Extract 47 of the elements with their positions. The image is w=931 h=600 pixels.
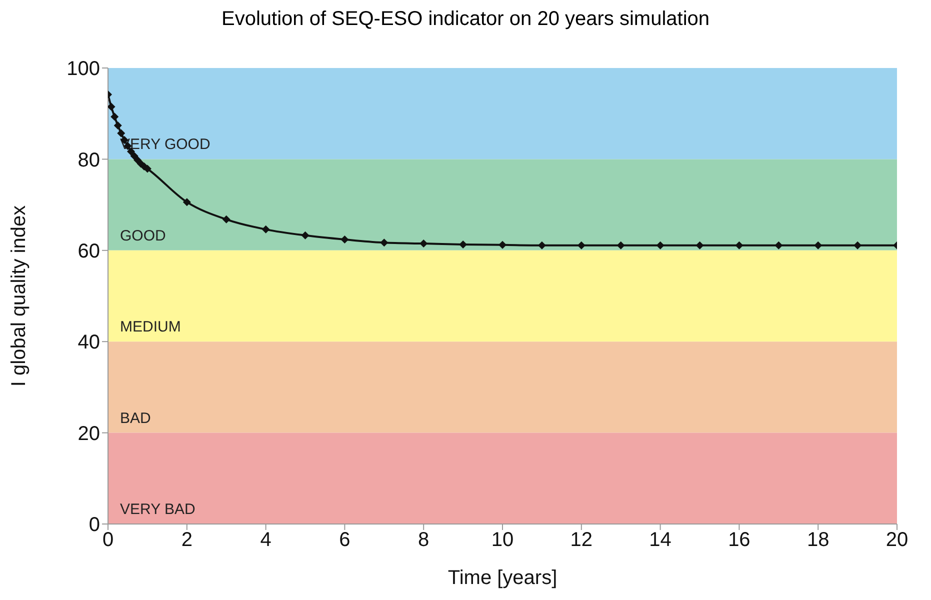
point: [656, 241, 664, 250]
x-tick-label: 16: [728, 529, 750, 552]
point: [459, 240, 468, 248]
y-tick-label: 60: [78, 240, 100, 262]
band-label: VERY BAD: [120, 501, 196, 518]
point: [814, 241, 822, 250]
point: [498, 240, 506, 249]
x-tick-label: 4: [260, 529, 272, 552]
band-label: GOOD: [120, 227, 166, 244]
point: [117, 129, 126, 138]
point: [577, 241, 586, 250]
x-tick-label: 14: [649, 529, 672, 552]
band-label: MEDIUM: [120, 318, 181, 336]
x-tick-label: 18: [806, 529, 830, 552]
chart-title: Evolution of SEQ-ESO indicator on 20 years simulation: [220, 8, 711, 32]
x-axis-title: Time [years]: [448, 567, 558, 589]
point: [114, 121, 122, 130]
point: [340, 235, 349, 244]
x-tick-label: 20: [886, 529, 908, 552]
y-axis-title: I global quality index: [8, 205, 30, 387]
point: [182, 198, 191, 206]
point: [130, 152, 138, 160]
x-tick-label: 12: [570, 529, 593, 552]
point: [222, 215, 230, 224]
point: [301, 231, 310, 240]
y-tick-label: 100: [66, 58, 100, 80]
point: [538, 241, 546, 250]
band-label: BAD: [120, 410, 152, 427]
point: [262, 225, 270, 234]
point: [110, 112, 119, 121]
x-tick-label: 10: [491, 529, 514, 552]
y-tick-label: 40: [78, 332, 100, 354]
y-tick-label: 0: [88, 514, 100, 536]
point: [854, 241, 862, 250]
y-tick-label: 20: [78, 422, 100, 445]
point: [774, 241, 783, 250]
point: [616, 241, 625, 250]
y-tick-label: 80: [78, 149, 100, 172]
x-tick-label: 0: [102, 529, 114, 552]
x-tick-label: 8: [418, 529, 430, 552]
point: [108, 102, 116, 111]
point: [420, 240, 428, 248]
x-tick-label: 2: [181, 529, 192, 552]
point: [380, 238, 388, 247]
x-tick-label: 6: [339, 529, 350, 552]
point: [696, 241, 704, 250]
point: [735, 241, 744, 250]
